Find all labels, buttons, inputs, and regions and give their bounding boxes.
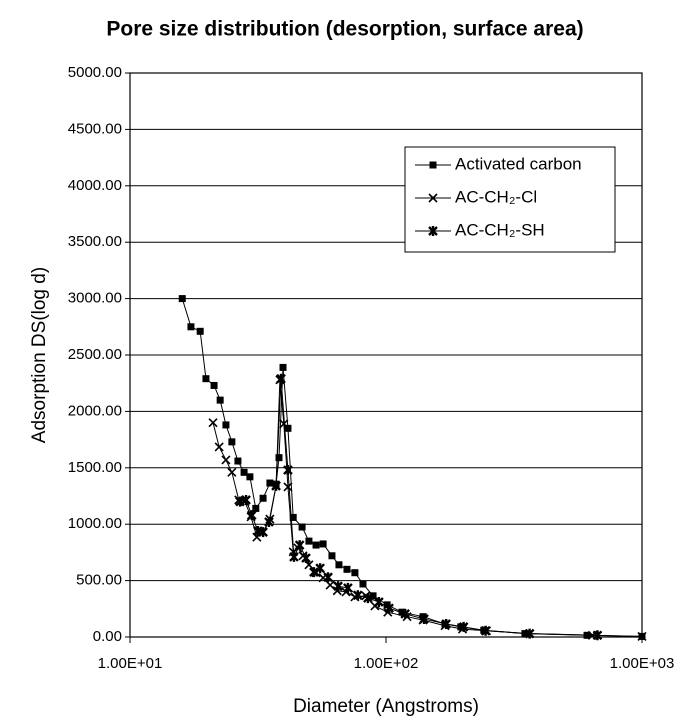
marker — [301, 553, 311, 564]
marker — [271, 480, 281, 491]
x-tick-label: 1.00E+02 — [354, 655, 419, 672]
marker — [241, 494, 251, 505]
marker — [384, 603, 394, 614]
marker — [240, 468, 248, 476]
marker — [325, 580, 335, 590]
plot-frame — [129, 72, 643, 638]
marker — [419, 613, 429, 624]
legend-marker — [428, 193, 438, 203]
marker — [276, 373, 286, 384]
marker — [283, 465, 293, 476]
marker — [363, 593, 373, 604]
y-tick-label: 2000.00 — [68, 402, 122, 419]
marker — [210, 381, 218, 389]
marker — [289, 513, 297, 521]
marker — [279, 363, 287, 371]
y-tick-label: 4500.00 — [68, 120, 122, 137]
marker — [264, 516, 274, 527]
series-line — [212, 379, 643, 637]
marker — [266, 479, 274, 487]
marker — [279, 419, 289, 429]
marker — [458, 621, 469, 632]
marker — [246, 510, 257, 521]
marker — [305, 537, 313, 545]
marker — [351, 569, 359, 577]
marker — [312, 541, 320, 549]
legend-marker — [428, 226, 438, 236]
y-tick-label: 3000.00 — [68, 290, 122, 307]
marker — [637, 631, 647, 642]
legend-label: AC-CH₂-SH — [455, 220, 545, 239]
chart-title: Pore size distribution (desorption, surf… — [106, 18, 583, 41]
y-tick-label: 500.00 — [76, 572, 122, 589]
marker — [524, 628, 535, 639]
marker — [343, 565, 351, 573]
marker — [196, 327, 204, 335]
x-tick-label: 1.00E+03 — [610, 655, 675, 672]
marker — [298, 523, 306, 531]
marker — [284, 424, 292, 432]
marker — [315, 563, 325, 574]
marker — [374, 597, 384, 608]
marker — [592, 630, 603, 641]
marker — [309, 567, 319, 578]
marker — [441, 619, 451, 630]
marker — [328, 552, 336, 560]
y-tick-label: 4000.00 — [68, 177, 122, 194]
marker — [289, 551, 299, 562]
marker — [258, 527, 268, 538]
marker — [216, 396, 224, 404]
marker — [323, 572, 333, 583]
y-tick-label: 3500.00 — [68, 233, 122, 250]
series-line — [239, 378, 598, 636]
marker — [202, 375, 210, 383]
marker — [252, 504, 260, 512]
marker — [333, 581, 343, 592]
y-tick-label: 2500.00 — [68, 346, 122, 363]
y-tick-label: 5000.00 — [68, 64, 122, 81]
y-tick-label: 1500.00 — [68, 459, 122, 476]
marker — [275, 454, 283, 462]
legend-label: AC-CH₂-Cl — [455, 187, 537, 206]
marker — [187, 323, 195, 331]
marker — [214, 442, 224, 452]
marker — [208, 418, 218, 428]
y-axis-label: Adsorption DS(log d) — [29, 267, 50, 443]
marker — [178, 295, 186, 303]
legend-marker — [429, 161, 437, 169]
y-tick-label: 0.00 — [93, 628, 122, 645]
marker — [335, 561, 343, 569]
x-axis-label: Diameter (Angstroms) — [293, 696, 479, 717]
marker — [359, 580, 367, 588]
x-tick-label: 1.00E+01 — [98, 655, 163, 672]
marker — [234, 457, 242, 465]
legend-label: Activated carbon — [455, 154, 582, 173]
marker — [352, 590, 363, 601]
marker — [222, 421, 230, 429]
marker — [227, 467, 237, 477]
marker — [228, 438, 236, 446]
y-tick-label: 1000.00 — [68, 515, 122, 532]
marker — [246, 473, 254, 481]
marker — [294, 540, 305, 551]
marker — [369, 592, 377, 600]
marker — [480, 625, 491, 636]
marker — [283, 482, 293, 492]
marker — [259, 494, 267, 502]
marker — [343, 582, 353, 593]
marker — [221, 455, 231, 465]
marker — [319, 540, 327, 548]
marker — [400, 608, 411, 619]
